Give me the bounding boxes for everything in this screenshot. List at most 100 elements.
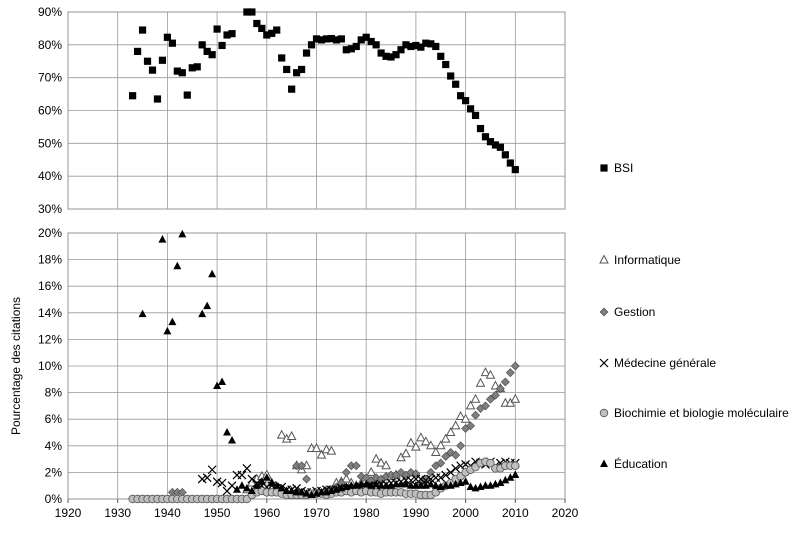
bsi-point bbox=[288, 85, 296, 93]
bsi-point bbox=[273, 26, 281, 34]
bsi-point bbox=[183, 91, 191, 99]
bottom-y-tick-label: 8% bbox=[45, 386, 63, 400]
education-point bbox=[158, 235, 167, 243]
bsi-point bbox=[501, 151, 509, 159]
informatique-point bbox=[326, 445, 337, 455]
informatique-point bbox=[435, 440, 446, 450]
informatique-point bbox=[485, 369, 496, 379]
education-point bbox=[168, 317, 177, 326]
x-tick-label: 1920 bbox=[55, 506, 82, 520]
gestion-point bbox=[500, 377, 510, 387]
x-tick-label: 2000 bbox=[452, 506, 479, 520]
gestion-point bbox=[456, 441, 466, 451]
bsi-point bbox=[143, 57, 152, 65]
bsi-point bbox=[188, 64, 196, 72]
bsi-point bbox=[302, 49, 311, 57]
education-point bbox=[203, 301, 212, 310]
legend-item: Éducation bbox=[600, 456, 667, 471]
x-tick-label: 1980 bbox=[353, 506, 380, 520]
bsi-point bbox=[158, 56, 167, 64]
bsi-point bbox=[486, 138, 495, 146]
bsi-point bbox=[402, 41, 410, 49]
bsi-point bbox=[377, 49, 385, 57]
x-tick-label: 1940 bbox=[154, 506, 181, 520]
biochimie-et-biologie-moleculaire-point bbox=[486, 458, 495, 468]
medecine-generale-point bbox=[456, 461, 466, 471]
bsi-point bbox=[362, 33, 370, 41]
bsi-point bbox=[133, 47, 142, 55]
legend-item: Informatique bbox=[599, 253, 681, 267]
gestion-point bbox=[341, 467, 351, 477]
informatique-point bbox=[366, 466, 377, 476]
x-tick-label: 1950 bbox=[204, 506, 231, 520]
bsi-point bbox=[248, 8, 256, 16]
education-point bbox=[247, 486, 256, 495]
bsi-point bbox=[198, 41, 206, 49]
education-point bbox=[138, 309, 147, 318]
legend-marker bbox=[599, 408, 609, 418]
medecine-generale-point bbox=[451, 463, 461, 473]
bsi-point bbox=[253, 19, 261, 28]
top-gridlines bbox=[67, 11, 566, 210]
medecine-generale-point bbox=[436, 473, 446, 483]
medecine-generale-point bbox=[207, 465, 217, 475]
medecine-generale-point bbox=[247, 474, 257, 484]
education-point bbox=[401, 479, 410, 488]
bsi-point bbox=[129, 92, 137, 100]
bsi-point bbox=[148, 66, 157, 74]
bsi-point bbox=[228, 30, 236, 38]
medecine-generale-point bbox=[426, 474, 436, 484]
top-y-tick-label: 40% bbox=[38, 169, 62, 183]
bsi-point bbox=[506, 159, 514, 167]
informatique-point bbox=[510, 393, 521, 403]
education-point bbox=[461, 477, 470, 485]
education-point bbox=[262, 473, 271, 481]
informatique-point bbox=[376, 457, 386, 467]
education-point bbox=[218, 377, 227, 385]
top-y-tick-label: 60% bbox=[38, 104, 62, 118]
bsi-point bbox=[476, 124, 485, 133]
legend-item: BSI bbox=[600, 161, 633, 175]
medecine-generale-point bbox=[406, 475, 416, 485]
education-point bbox=[431, 481, 440, 489]
bsi-point bbox=[193, 63, 201, 71]
informatique-point bbox=[311, 442, 322, 452]
bottom-panel: 0% 2% 4% 6% 8% 10% 12% 14% 16% 18% 20% 1920 1930 194… bbox=[38, 226, 579, 520]
bsi-point bbox=[317, 36, 326, 44]
legend-label: Gestion bbox=[614, 305, 655, 319]
bottom-y-ticks: 0% 2% 4% 6% 8% 10% 12% 14% 16% 18% 20% bbox=[38, 226, 62, 506]
x-tick-label: 1970 bbox=[303, 506, 330, 520]
legend-item: Médecine générale bbox=[599, 356, 716, 370]
bsi-point bbox=[387, 53, 395, 61]
informatique-point bbox=[406, 437, 416, 447]
bottom-y-tick-label: 4% bbox=[45, 439, 63, 453]
informatique-point bbox=[286, 430, 297, 440]
top-y-tick-label: 30% bbox=[38, 202, 62, 216]
bsi-point bbox=[462, 97, 470, 105]
bsi-point bbox=[432, 42, 440, 51]
bsi-point bbox=[297, 65, 306, 74]
gestion-point bbox=[436, 458, 446, 468]
medecine-generale-point bbox=[217, 478, 227, 488]
education-point bbox=[501, 475, 510, 484]
gestion-point bbox=[486, 394, 495, 404]
bsi-point bbox=[203, 47, 211, 55]
bsi-point bbox=[337, 35, 345, 43]
bsi-point bbox=[407, 42, 415, 51]
bottom-y-tick-label: 12% bbox=[38, 332, 62, 346]
education-point bbox=[466, 482, 475, 491]
x-tick-label: 1960 bbox=[253, 506, 280, 520]
bsi-point bbox=[422, 39, 430, 47]
bsi-point bbox=[208, 51, 216, 59]
informatique-point bbox=[341, 473, 352, 483]
informatique-point bbox=[321, 444, 332, 454]
bsi-point bbox=[312, 35, 321, 43]
x-tick-label: 2010 bbox=[502, 506, 529, 520]
education-point bbox=[237, 481, 246, 489]
bsi-point bbox=[372, 41, 380, 49]
top-y-tick-label: 80% bbox=[38, 38, 62, 52]
education-point bbox=[223, 428, 232, 436]
biochimie-et-biologie-moleculaire-point bbox=[511, 461, 520, 470]
education-point bbox=[163, 326, 172, 335]
bsi-point bbox=[471, 111, 480, 120]
